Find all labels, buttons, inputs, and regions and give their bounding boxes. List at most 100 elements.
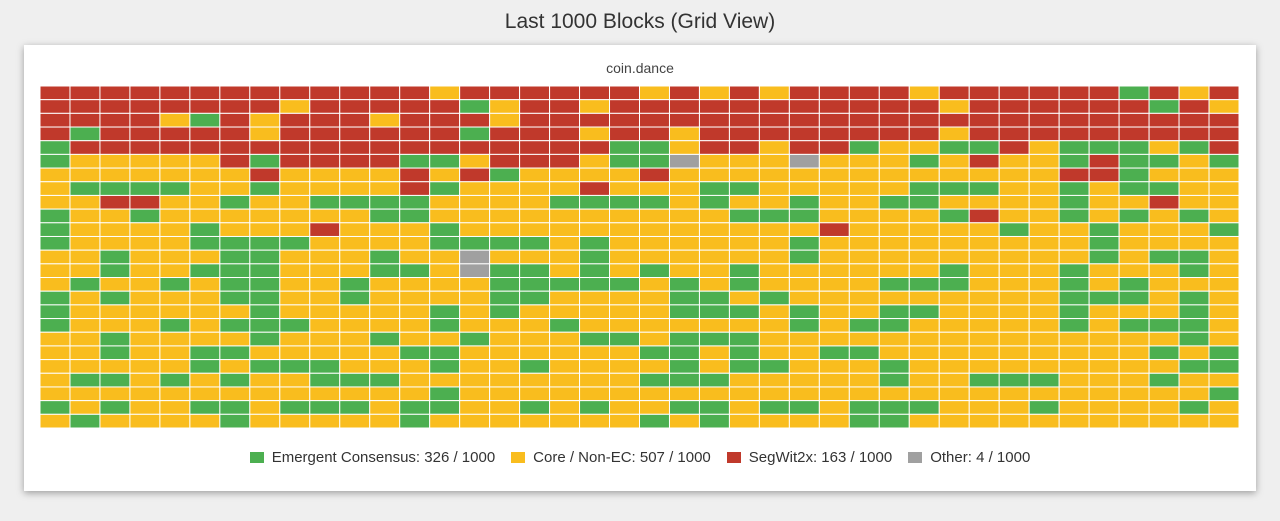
block-cell-core-non-ec[interactable] [579, 372, 611, 388]
block-cell-core-non-ec[interactable] [639, 290, 670, 306]
block-cell-emergent-consensus[interactable] [369, 249, 401, 265]
block-cell-core-non-ec[interactable] [1208, 181, 1239, 196]
block-cell-core-non-ec[interactable] [848, 372, 880, 388]
block-cell-emergent-consensus[interactable] [788, 194, 820, 210]
block-cell-core-non-ec[interactable] [1058, 386, 1090, 402]
block-cell-emergent-consensus[interactable] [1148, 181, 1180, 196]
block-cell-core-non-ec[interactable] [159, 222, 191, 237]
block-cell-emergent-consensus[interactable] [1058, 263, 1090, 279]
block-cell-core-non-ec[interactable] [758, 153, 790, 169]
block-cell-emergent-consensus[interactable] [728, 181, 760, 196]
block-cell-core-non-ec[interactable] [818, 263, 850, 279]
block-cell-core-non-ec[interactable] [189, 413, 221, 428]
block-cell-core-non-ec[interactable] [129, 304, 161, 320]
block-cell-emergent-consensus[interactable] [698, 304, 730, 320]
block-cell-core-non-ec[interactable] [1178, 277, 1210, 292]
block-cell-core-non-ec[interactable] [549, 413, 581, 428]
block-cell-emergent-consensus[interactable] [519, 277, 551, 292]
block-cell-segwit2x[interactable] [399, 181, 431, 196]
block-cell-core-non-ec[interactable] [129, 372, 161, 388]
block-cell-core-non-ec[interactable] [339, 263, 371, 279]
block-cell-emergent-consensus[interactable] [908, 181, 940, 196]
block-cell-core-non-ec[interactable] [1088, 386, 1120, 402]
block-cell-core-non-ec[interactable] [698, 86, 730, 101]
block-cell-core-non-ec[interactable] [818, 304, 850, 320]
block-cell-emergent-consensus[interactable] [459, 99, 491, 114]
block-cell-emergent-consensus[interactable] [40, 400, 71, 415]
block-cell-core-non-ec[interactable] [938, 413, 970, 428]
block-cell-core-non-ec[interactable] [309, 318, 341, 333]
block-cell-core-non-ec[interactable] [908, 167, 940, 183]
block-cell-emergent-consensus[interactable] [249, 153, 281, 169]
block-cell-core-non-ec[interactable] [1118, 359, 1150, 374]
block-cell-emergent-consensus[interactable] [399, 153, 431, 169]
block-cell-segwit2x[interactable] [40, 99, 71, 114]
block-cell-core-non-ec[interactable] [159, 386, 191, 402]
block-cell-core-non-ec[interactable] [309, 208, 341, 224]
block-cell-core-non-ec[interactable] [129, 235, 161, 251]
block-cell-core-non-ec[interactable] [848, 222, 880, 237]
block-cell-core-non-ec[interactable] [788, 372, 820, 388]
block-cell-core-non-ec[interactable] [818, 208, 850, 224]
block-cell-core-non-ec[interactable] [519, 413, 551, 428]
block-cell-emergent-consensus[interactable] [40, 208, 71, 224]
block-cell-core-non-ec[interactable] [399, 359, 431, 374]
block-cell-emergent-consensus[interactable] [848, 345, 880, 361]
block-cell-segwit2x[interactable] [878, 112, 910, 128]
block-cell-core-non-ec[interactable] [189, 194, 221, 210]
block-cell-core-non-ec[interactable] [758, 331, 790, 347]
block-cell-core-non-ec[interactable] [1058, 235, 1090, 251]
block-cell-emergent-consensus[interactable] [938, 208, 970, 224]
block-cell-core-non-ec[interactable] [818, 331, 850, 347]
block-cell-emergent-consensus[interactable] [728, 331, 760, 347]
block-cell-segwit2x[interactable] [219, 99, 251, 114]
block-cell-core-non-ec[interactable] [249, 400, 281, 415]
block-cell-emergent-consensus[interactable] [339, 277, 371, 292]
block-cell-core-non-ec[interactable] [369, 345, 401, 361]
block-cell-core-non-ec[interactable] [309, 386, 341, 402]
block-cell-core-non-ec[interactable] [579, 167, 611, 183]
block-cell-core-non-ec[interactable] [489, 112, 521, 128]
block-cell-core-non-ec[interactable] [998, 235, 1030, 251]
block-cell-core-non-ec[interactable] [758, 194, 790, 210]
block-cell-emergent-consensus[interactable] [1058, 277, 1090, 292]
block-cell-core-non-ec[interactable] [339, 235, 371, 251]
block-cell-emergent-consensus[interactable] [818, 345, 850, 361]
block-cell-emergent-consensus[interactable] [728, 208, 760, 224]
block-cell-core-non-ec[interactable] [1088, 277, 1120, 292]
block-cell-core-non-ec[interactable] [938, 290, 970, 306]
block-cell-emergent-consensus[interactable] [698, 181, 730, 196]
block-cell-core-non-ec[interactable] [339, 181, 371, 196]
block-cell-core-non-ec[interactable] [189, 318, 221, 333]
block-cell-segwit2x[interactable] [848, 112, 880, 128]
block-cell-core-non-ec[interactable] [1208, 318, 1239, 333]
block-cell-segwit2x[interactable] [279, 140, 311, 155]
block-cell-emergent-consensus[interactable] [40, 140, 71, 155]
block-cell-core-non-ec[interactable] [399, 331, 431, 347]
block-cell-core-non-ec[interactable] [998, 413, 1030, 428]
block-cell-core-non-ec[interactable] [69, 345, 101, 361]
block-cell-emergent-consensus[interactable] [579, 400, 611, 415]
block-cell-core-non-ec[interactable] [968, 331, 1000, 347]
block-cell-core-non-ec[interactable] [279, 277, 311, 292]
block-cell-segwit2x[interactable] [1118, 126, 1150, 142]
block-cell-segwit2x[interactable] [1088, 153, 1120, 169]
block-cell-core-non-ec[interactable] [219, 359, 251, 374]
block-cell-core-non-ec[interactable] [309, 331, 341, 347]
block-cell-core-non-ec[interactable] [728, 400, 760, 415]
block-cell-emergent-consensus[interactable] [1028, 372, 1060, 388]
block-cell-core-non-ec[interactable] [968, 413, 1000, 428]
block-cell-core-non-ec[interactable] [908, 331, 940, 347]
block-cell-segwit2x[interactable] [758, 99, 790, 114]
block-cell-emergent-consensus[interactable] [848, 318, 880, 333]
block-cell-segwit2x[interactable] [369, 126, 401, 142]
block-cell-segwit2x[interactable] [429, 126, 461, 142]
block-cell-core-non-ec[interactable] [459, 208, 491, 224]
block-cell-core-non-ec[interactable] [369, 235, 401, 251]
block-cell-core-non-ec[interactable] [279, 167, 311, 183]
block-cell-emergent-consensus[interactable] [878, 413, 910, 428]
block-cell-emergent-consensus[interactable] [369, 372, 401, 388]
block-cell-segwit2x[interactable] [459, 167, 491, 183]
block-cell-core-non-ec[interactable] [878, 140, 910, 155]
block-cell-emergent-consensus[interactable] [1118, 290, 1150, 306]
